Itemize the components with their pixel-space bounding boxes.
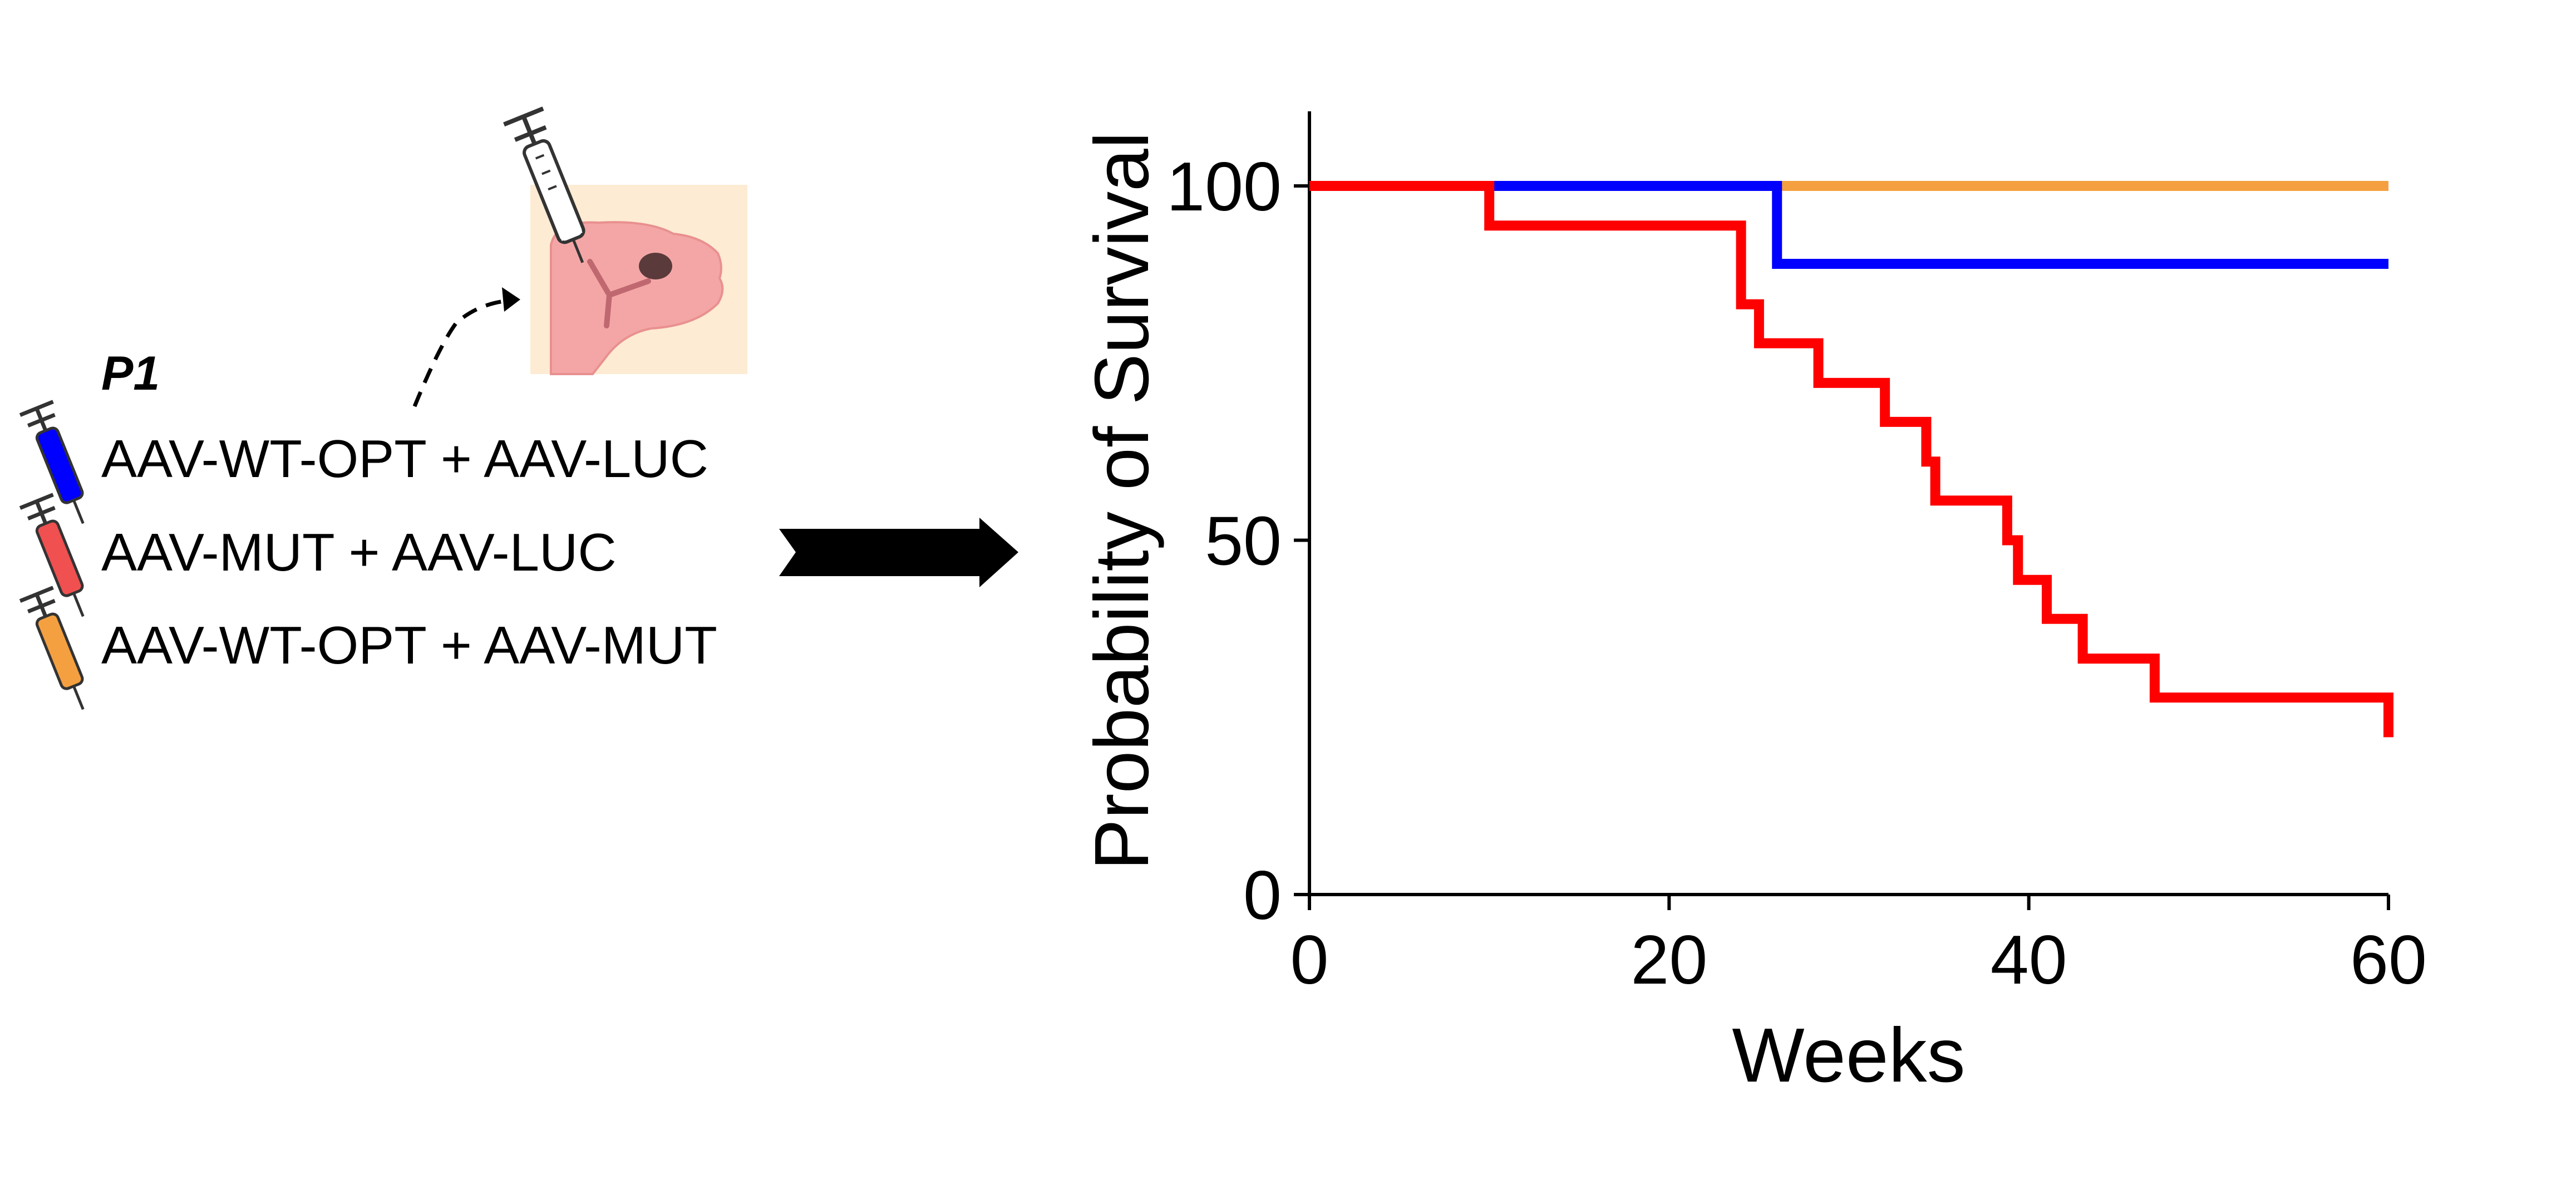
pup-eye-icon	[639, 253, 672, 279]
timepoint-label: P1	[101, 347, 160, 400]
x-tick-label: 0	[1291, 922, 1329, 999]
syringe-icon	[19, 400, 85, 524]
dashed-arrow-head-icon	[502, 287, 520, 312]
survival-curves	[1309, 181, 2393, 738]
group-syringes	[19, 400, 85, 710]
y-tick-label: 100	[1166, 149, 1282, 225]
syringe-icon	[19, 586, 85, 710]
head-syringe-icon	[503, 106, 585, 263]
x-tick-label: 20	[1631, 922, 1707, 999]
survival-curve-red	[1309, 181, 2393, 738]
group-label-wt-mut: AAV-WT-OPT + AAV-MUT	[101, 616, 717, 675]
axis-ticks: 0 20 40 60 0 50 100	[1166, 149, 2427, 999]
y-tick-label: 0	[1243, 857, 1282, 934]
x-axis-title: Weeks	[1732, 1013, 1965, 1098]
x-tick-label: 60	[2350, 922, 2427, 999]
pup-vessel-icon	[587, 259, 651, 328]
group-label-mut-luc: AAV-MUT + AAV-LUC	[101, 523, 617, 582]
group-label-wt-luc: AAV-WT-OPT + AAV-LUC	[101, 429, 708, 489]
y-tick-label: 50	[1205, 503, 1282, 580]
mouse-pup-illustration	[503, 106, 747, 375]
pup-head-icon	[550, 221, 724, 375]
y-axis-title: Probability of Survival	[1079, 132, 1165, 871]
dashed-arrow-icon	[412, 298, 510, 407]
survival-curve-blue	[1309, 181, 2388, 269]
injection-diagram: P1 AAV-WT-OPT + AAV-LUC AAV-MUT + AAV-LU…	[19, 106, 1018, 710]
right-arrow-icon	[779, 518, 1018, 587]
survival-chart: 0 20 40 60 0 50 100 Weeks Probability of Survi…	[1079, 111, 2427, 1098]
syringe-icon	[19, 493, 85, 617]
x-tick-label: 40	[1991, 922, 2067, 999]
